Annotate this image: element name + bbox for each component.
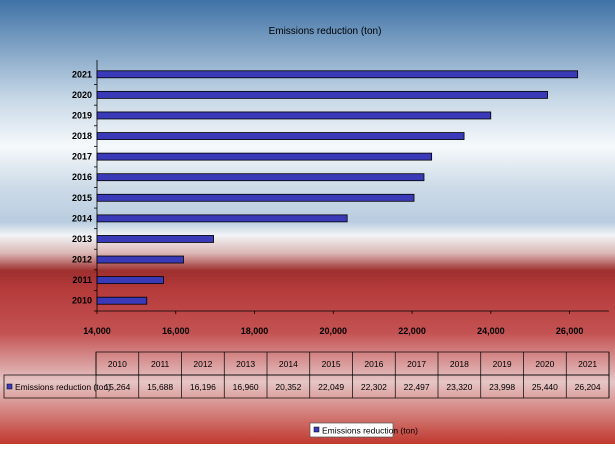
bar	[96, 214, 348, 223]
table-year-cell: 2018	[450, 359, 469, 369]
table-year-cell: 2019	[493, 359, 512, 369]
y-tick-label: 2011	[72, 275, 92, 285]
table-value-cell: 25,440	[532, 382, 558, 392]
bar	[96, 255, 184, 264]
table-value-cell: 23,320	[446, 382, 472, 392]
table-value-cell: 26,204	[575, 382, 601, 392]
x-tick-label: 16,000	[162, 326, 190, 336]
bar	[96, 235, 214, 243]
x-tick-label: 14,000	[83, 326, 111, 336]
y-tick-label: 2018	[72, 131, 92, 141]
table-value-cell: 20,352	[275, 382, 301, 392]
bar	[96, 111, 492, 120]
bar	[96, 193, 415, 202]
table-year-cell: 2016	[364, 359, 383, 369]
legend-box	[309, 422, 394, 438]
table-value-cell: 22,049	[318, 382, 344, 392]
y-tick-label: 2012	[72, 255, 92, 265]
table-year-cell: 2021	[578, 359, 597, 369]
bars	[96, 70, 579, 305]
bar	[96, 70, 579, 79]
table-value-cell: 23,998	[489, 382, 515, 392]
table-year-cell: 2020	[535, 359, 554, 369]
chart-title: Emissions reduction (ton)	[269, 26, 382, 37]
y-tick-label: 2016	[72, 172, 92, 182]
table-value-cell: 15,688	[147, 382, 173, 392]
y-tick-label: 2010	[72, 296, 92, 306]
y-tick-label: 2020	[72, 90, 92, 100]
y-tick-label: 2014	[72, 213, 92, 223]
y-tick-label: 2017	[72, 152, 92, 162]
value-axis: 14,000 16,000 18,000 20,000 22,000 24,000 26,0…	[72, 60, 609, 336]
legend-swatch	[313, 426, 320, 433]
table-year-cell: 2011	[151, 359, 170, 369]
y-tick-label: 2021	[72, 69, 92, 79]
bar	[96, 296, 148, 305]
y-tick-label: 2015	[72, 193, 92, 203]
y-tick-label: 2013	[72, 234, 92, 244]
bar	[96, 173, 425, 182]
table-year-cell: 2013	[236, 359, 255, 369]
x-tick-label: 22,000	[398, 326, 426, 336]
bar	[96, 276, 164, 285]
bar	[96, 90, 548, 99]
table-year-cell: 2017	[407, 359, 426, 369]
table-year-cell: 2012	[193, 359, 212, 369]
table-value-cell: 15,264	[104, 382, 130, 392]
legend: Emissions reduction (ton)	[309, 422, 418, 438]
bar	[96, 152, 433, 161]
legend-label: Emissions reduction (ton)	[322, 426, 418, 436]
table-year-cell: 2010	[108, 359, 127, 369]
x-tick-label: 26,000	[556, 326, 584, 336]
table-value-cell: 22,302	[361, 382, 387, 392]
x-tick-label: 20,000	[320, 326, 348, 336]
table-value-cell: 16,196	[190, 382, 216, 392]
table-year-cell: 2015	[322, 359, 341, 369]
x-tick-label: 18,000	[241, 326, 269, 336]
data-table: Emissions reduction (ton) 2010 15,264 2011 1…	[3, 351, 610, 399]
bar	[96, 132, 465, 140]
x-tick-label: 24,000	[477, 326, 505, 336]
table-series-label: Emissions reduction (ton)	[15, 382, 111, 392]
table-value-cell: 16,960	[233, 382, 259, 392]
table-series-swatch	[6, 383, 13, 390]
table-value-cell: 22,497	[404, 382, 430, 392]
y-tick-label: 2019	[72, 110, 92, 120]
table-year-cell: 2014	[279, 359, 298, 369]
